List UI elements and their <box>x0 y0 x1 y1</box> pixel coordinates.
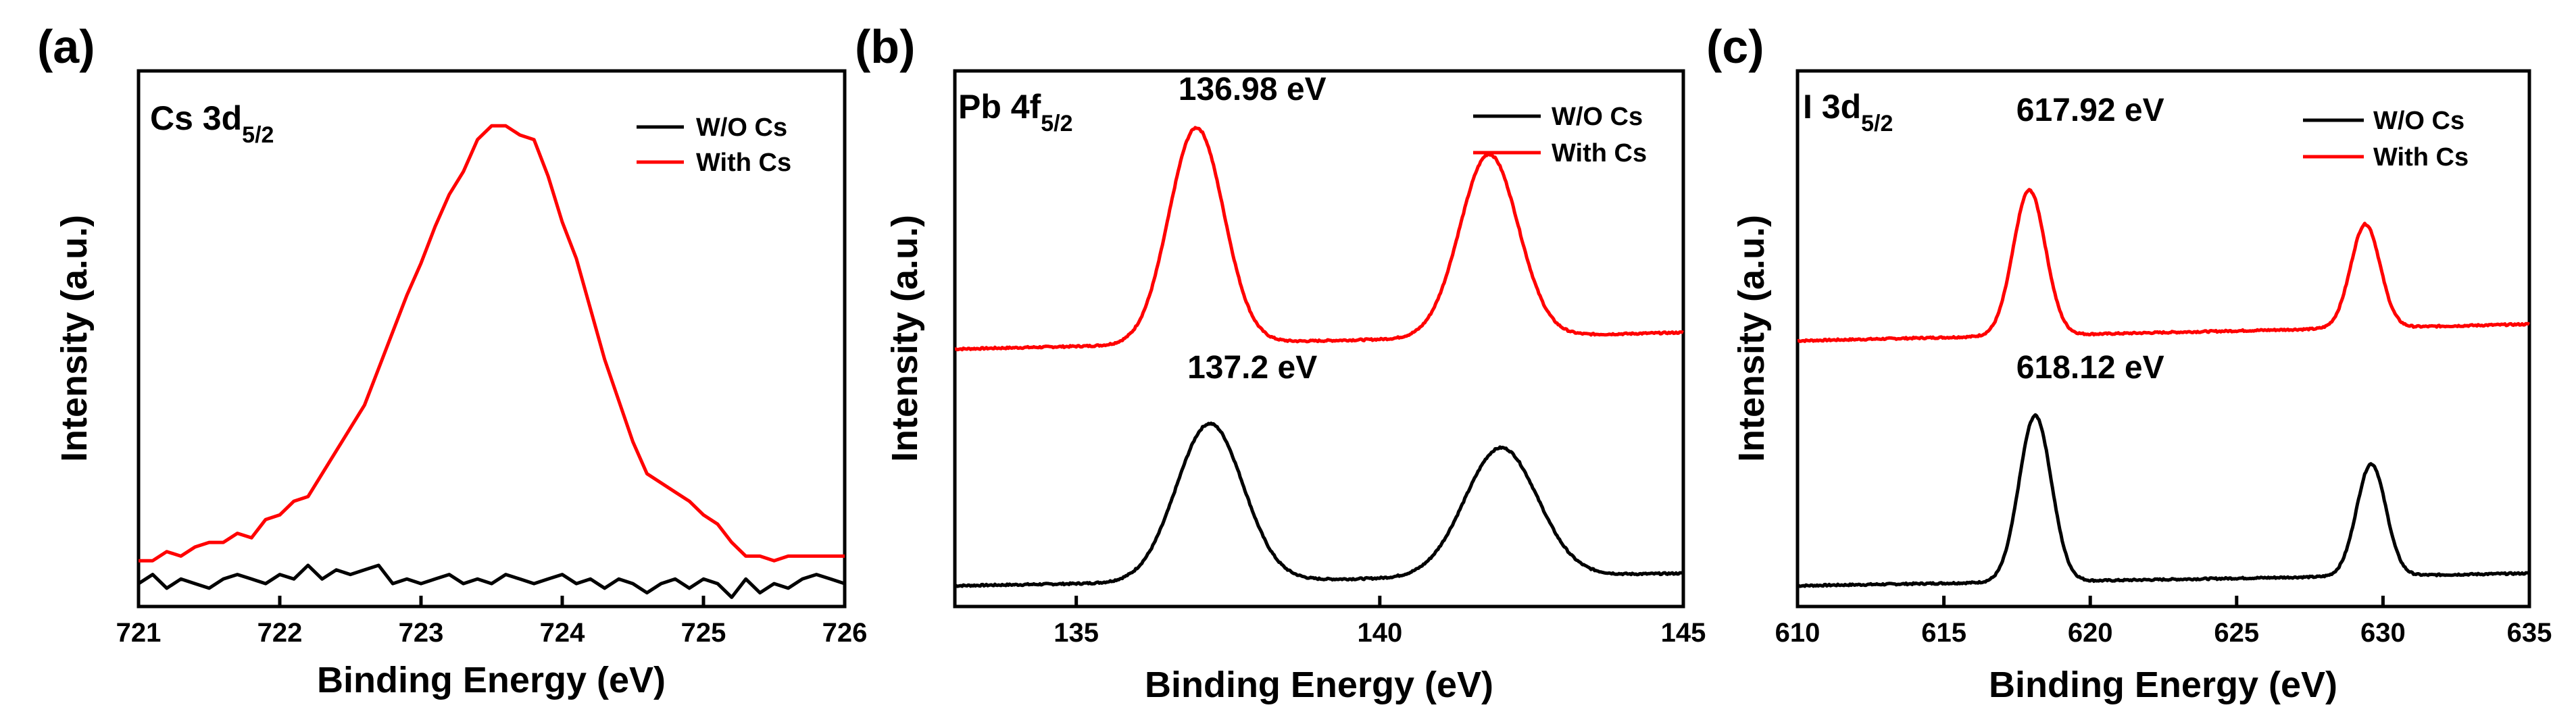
x-axis-label-a: Binding Energy (eV) <box>317 660 666 700</box>
x-ticks-c: 610 615 620 625 630 635 <box>1775 596 2552 648</box>
annotation-b-1: 137.2 eV <box>1187 350 1317 386</box>
series-line-with-cs-a <box>139 124 845 563</box>
x-tick-label-a-3: 724 <box>540 618 585 648</box>
legend-label-with-b: With Cs <box>1552 139 1647 167</box>
panel-title-sub-a: 5/2 <box>242 122 274 148</box>
panel-title-b: Pb 4f5/2 <box>958 88 1073 136</box>
panel-b: (b) Pb 4f5/2 W/O Cs With Cs 136.98 eV 13… <box>855 20 1706 705</box>
legend-label-with-c: With Cs <box>2373 143 2469 172</box>
panel-a: (a) Cs 3d5/2 W/O Cs With Cs 721 722 723 724… <box>37 20 867 700</box>
x-tick-label-c-3: 625 <box>2214 618 2259 648</box>
plot-frame-a <box>137 69 847 609</box>
y-axis-label-b: Intensity (a.u.) <box>885 215 925 462</box>
x-tick-label-a-5: 726 <box>822 618 868 648</box>
annotation-b-0: 136.98 eV <box>1179 72 1327 107</box>
annotation-c-0: 617.92 eV <box>2016 93 2164 128</box>
x-ticks-b: 135 140 145 <box>1054 596 1706 648</box>
y-axis-label-c: Intensity (a.u.) <box>1731 215 1772 462</box>
x-tick-label-c-1: 615 <box>1921 618 1966 648</box>
x-tick-label-a-1: 722 <box>257 618 303 648</box>
x-axis-label-b: Binding Energy (eV) <box>1145 665 1493 705</box>
x-tick-label-c-5: 635 <box>2507 618 2552 648</box>
x-tick-label-b-1: 140 <box>1357 618 1402 648</box>
panel-c: (c) I 3d5/2 W/O Cs With Cs 617.92 eV 618… <box>1706 20 2552 705</box>
x-tick-label-b-0: 135 <box>1054 618 1099 648</box>
legend-c: W/O Cs With Cs <box>2303 107 2469 172</box>
series-line-wo-cs-c <box>1797 413 2531 588</box>
x-tick-label-c-2: 620 <box>2068 618 2113 648</box>
legend-label-wo-c: W/O Cs <box>2373 107 2464 135</box>
panel-label-a: (a) <box>37 20 95 73</box>
series-line-wo-cs-b <box>954 421 1685 588</box>
legend-label-wo-a: W/O Cs <box>696 113 787 142</box>
x-tick-label-a-4: 725 <box>681 618 726 648</box>
plot-frame-c <box>1795 69 2531 609</box>
legend-b: W/O Cs With Cs <box>1473 103 1647 167</box>
x-tick-label-a-2: 723 <box>399 618 444 648</box>
series-line-with-cs-c <box>1797 188 2531 343</box>
x-tick-label-a-0: 721 <box>116 618 162 648</box>
x-axis-label-c: Binding Energy (eV) <box>1989 665 2337 705</box>
panel-title-a: Cs 3d5/2 <box>150 99 274 148</box>
plot-frame-b <box>953 69 1685 609</box>
series-line-wo-cs-a <box>137 563 845 599</box>
annotation-c-1: 618.12 eV <box>2016 350 2164 386</box>
legend-label-wo-b: W/O Cs <box>1552 103 1643 131</box>
panel-label-b: (b) <box>855 20 915 73</box>
x-tick-label-c-0: 610 <box>1775 618 1820 648</box>
panel-title-sub-b: 5/2 <box>1041 111 1072 136</box>
x-tick-label-c-4: 630 <box>2360 618 2406 648</box>
panel-title-base-b: Pb 4f <box>958 88 1041 126</box>
legend-label-with-a: With Cs <box>696 149 791 177</box>
x-ticks-a: 721 722 723 724 725 726 <box>116 596 868 648</box>
legend-a: W/O Cs With Cs <box>637 113 791 177</box>
panel-title-sub-c: 5/2 <box>1861 111 1893 136</box>
y-axis-label-a: Intensity (a.u.) <box>54 215 95 462</box>
panel-title-c: I 3d5/2 <box>1803 88 1893 136</box>
panel-title-base-c: I 3d <box>1803 88 1861 126</box>
x-tick-label-b-2: 145 <box>1661 618 1706 648</box>
series-line-with-cs-b <box>954 126 1684 352</box>
panel-title-base-a: Cs 3d <box>150 99 242 137</box>
panel-label-c: (c) <box>1706 20 1764 73</box>
